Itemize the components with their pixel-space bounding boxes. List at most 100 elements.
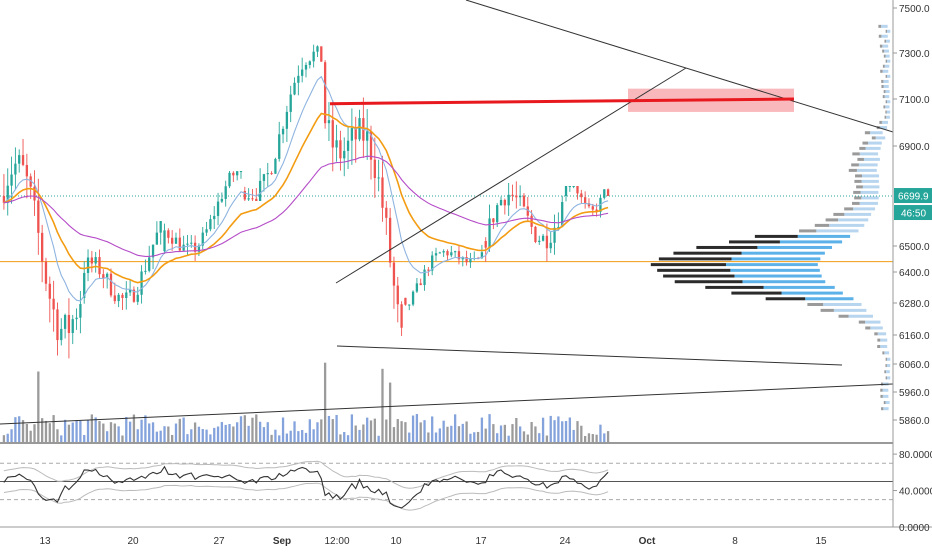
volume-bar: [541, 417, 545, 442]
candle: [201, 227, 204, 250]
candle: [293, 77, 296, 96]
profile-bar-buy: [880, 338, 888, 342]
volume-bar: [125, 417, 128, 442]
candle-body: [6, 185, 9, 203]
candle-body: [461, 257, 464, 260]
candle-body: [140, 271, 143, 295]
volume-bar: [564, 420, 568, 442]
volume-bar: [18, 416, 21, 442]
volume-bar: [461, 423, 464, 442]
candle: [576, 186, 579, 200]
volume-bar: [503, 424, 506, 442]
candle-body: [568, 186, 571, 187]
candle-body: [465, 257, 468, 263]
volume-bar: [132, 414, 136, 442]
candle-body: [312, 51, 315, 62]
profile-bar-buy: [877, 332, 887, 336]
volume-bar: [526, 434, 529, 442]
candle: [301, 57, 304, 83]
candle-body: [201, 232, 204, 246]
candle: [33, 170, 36, 216]
profile-bar-sell: [799, 229, 817, 233]
ma-mid-line: [3, 112, 609, 284]
candle: [434, 247, 438, 262]
profile-bar-buy: [887, 357, 891, 361]
candle-body: [60, 328, 63, 341]
profile-bar-sell: [883, 54, 886, 58]
candle-body: [163, 230, 166, 252]
volume-bar: [136, 429, 139, 442]
candle-body: [381, 177, 384, 208]
profile-bar-buy: [881, 34, 888, 38]
profile-bar-sell: [881, 79, 884, 83]
candle-body: [304, 64, 308, 70]
candle-body: [197, 245, 201, 252]
candle: [151, 244, 155, 270]
profile-bar-buy: [865, 320, 881, 324]
time-tick-label: Oct: [639, 536, 656, 547]
volume-bar: [415, 414, 419, 442]
candles[interactable]: [2, 44, 610, 359]
volume-bar: [270, 434, 273, 442]
volume-bar: [583, 435, 587, 442]
profile-bar-buy: [848, 314, 874, 318]
volume-bar: [381, 368, 384, 442]
volume-bar: [553, 420, 556, 442]
candle: [159, 221, 162, 245]
candle-body: [442, 251, 445, 253]
profile-bar-buy: [883, 79, 889, 83]
volume-bar: [151, 422, 155, 442]
candle: [236, 171, 239, 181]
profile-bar-buy: [868, 141, 882, 145]
volume-bar: [197, 426, 201, 442]
candle-body: [580, 193, 583, 198]
profile-bar-buy: [887, 376, 891, 380]
volume-bar: [404, 422, 407, 442]
candle-body: [52, 298, 55, 310]
volume-bar: [308, 419, 311, 442]
candle-body: [186, 243, 189, 245]
profile-bar-buy: [865, 146, 881, 150]
candle-body: [492, 218, 495, 223]
profile-bar-sell: [857, 157, 864, 161]
volume-bar: [457, 426, 461, 442]
candle-body: [366, 131, 369, 141]
profile-bar-buy: [862, 174, 880, 178]
candle: [603, 189, 606, 200]
candle-body: [266, 173, 269, 175]
candle: [56, 302, 59, 356]
candle: [320, 46, 323, 62]
candle: [67, 298, 71, 359]
candle: [400, 301, 403, 336]
candle-body: [453, 251, 457, 253]
volume-bar: [220, 422, 224, 442]
volume-bar: [354, 425, 357, 442]
candle-body: [281, 128, 285, 135]
candle: [411, 290, 415, 307]
volume-bar: [247, 425, 250, 442]
volume-bar: [465, 421, 468, 442]
volume-bar: [190, 429, 193, 442]
candle-body: [25, 164, 29, 177]
candle: [583, 191, 587, 209]
candle: [323, 60, 327, 129]
profile-bar-sell: [833, 212, 845, 216]
volume-bar: [545, 435, 549, 442]
profile-bar-buy: [882, 394, 889, 398]
profile-bar-buy: [861, 179, 879, 183]
candle-body: [224, 186, 227, 199]
candle-body: [178, 237, 181, 251]
volume-bar: [522, 431, 526, 442]
time-tick-label: 8: [732, 536, 738, 547]
candle-body: [503, 199, 506, 206]
candle-body: [346, 140, 350, 151]
volume-bar: [606, 431, 610, 442]
candle-body: [606, 189, 610, 197]
candle-body: [98, 257, 101, 275]
profile-bar-buy: [886, 74, 891, 78]
trendlines[interactable]: [0, 0, 894, 425]
volume-bar: [312, 429, 315, 442]
profile-bar-sell: [885, 364, 887, 368]
